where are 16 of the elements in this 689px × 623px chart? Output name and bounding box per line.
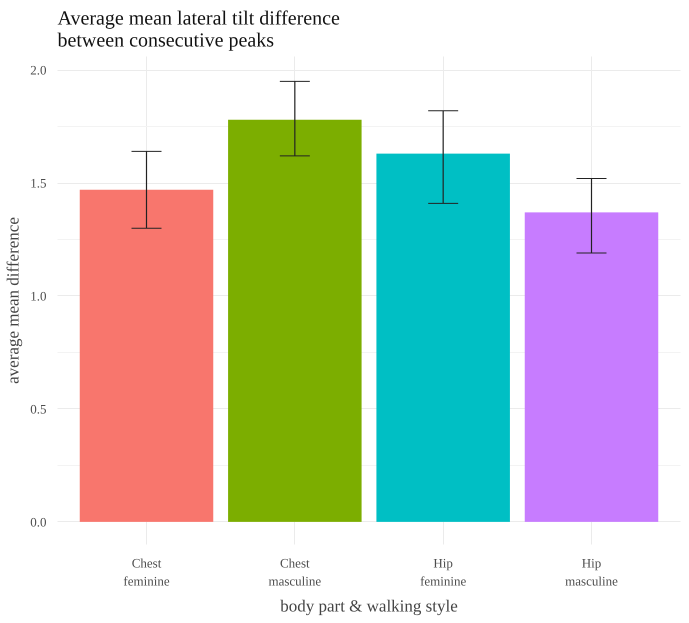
x-tick-label: Hip masculine xyxy=(565,556,618,588)
bar xyxy=(376,154,510,522)
bar xyxy=(524,212,658,522)
y-tick-label: 0.5 xyxy=(30,401,46,416)
y-tick-label: 2.0 xyxy=(30,62,46,78)
y-tick-label: 0.0 xyxy=(30,514,46,530)
bar xyxy=(228,120,362,522)
y-tick-label: 1.5 xyxy=(30,176,46,191)
chart-title: Average mean lateral tilt difference between consecutive peaks xyxy=(58,8,340,52)
x-tick-label: Chest masculine xyxy=(268,556,322,588)
x-tick-label: Hip feminine xyxy=(420,556,466,588)
y-axis-title: average mean difference xyxy=(3,217,22,384)
x-axis-title: body part & walking style xyxy=(280,596,458,616)
bar xyxy=(80,190,214,522)
x-tick-label: Chest feminine xyxy=(123,556,170,588)
y-tick-label: 1.0 xyxy=(30,288,46,304)
